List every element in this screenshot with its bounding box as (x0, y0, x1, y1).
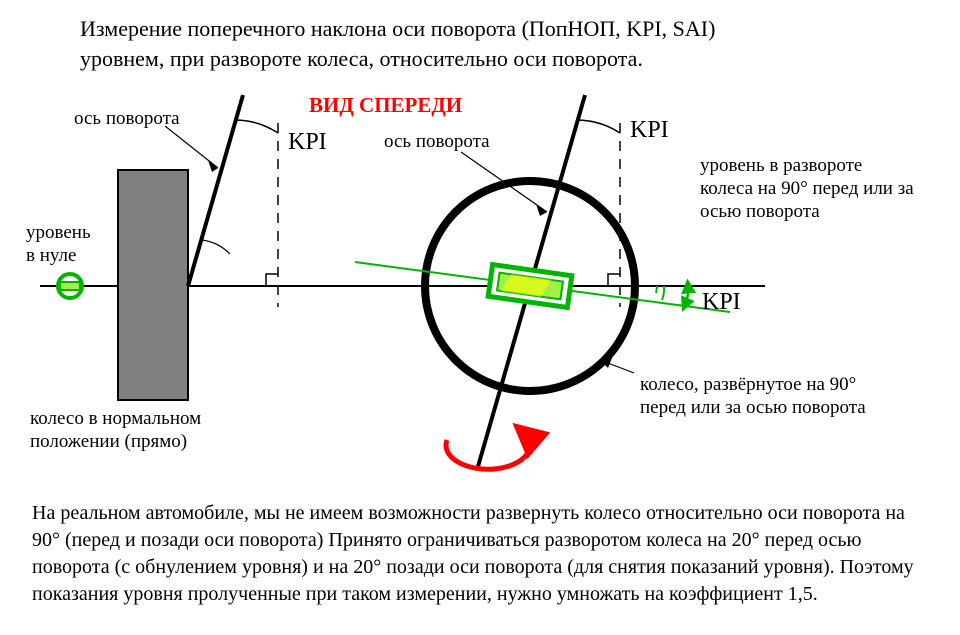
right-kpi-arc-top (578, 120, 620, 133)
left-kpi-arc (236, 120, 278, 133)
left-axis-label: ось поворота (74, 108, 180, 131)
top-right-kpi-label: KPI (630, 116, 669, 145)
left-wheel (118, 170, 188, 400)
level-zero-label: уровень в нуле (26, 222, 91, 268)
left-steering-axis (188, 95, 243, 286)
view-label: ВИД СПЕРЕДИ (309, 93, 462, 118)
center-axis-label: ось поворота (384, 131, 490, 154)
right-axis-pointer-head (536, 204, 547, 216)
level-rotate-label: уровень в развороте колеса на 90° перед … (700, 155, 914, 223)
level-indicator (488, 265, 572, 308)
left-right-angle (266, 274, 278, 286)
bottom-paragraph: На реальном автомобиле, мы не имеем возм… (32, 500, 932, 608)
wheel-rotated-label: колесо, развёрнутое на 90° перед или за … (640, 374, 866, 420)
left-kpi-label: KPI (288, 128, 327, 157)
left-axis-pointer-head (208, 160, 218, 172)
right-kpi-label: KPI (702, 288, 741, 317)
left-kpi-arc2 (202, 240, 230, 254)
level-zero-icon (58, 274, 82, 298)
wheel-normal-label: колесо в нормальном положении (прямо) (30, 408, 201, 454)
right-right-angle (608, 274, 620, 286)
